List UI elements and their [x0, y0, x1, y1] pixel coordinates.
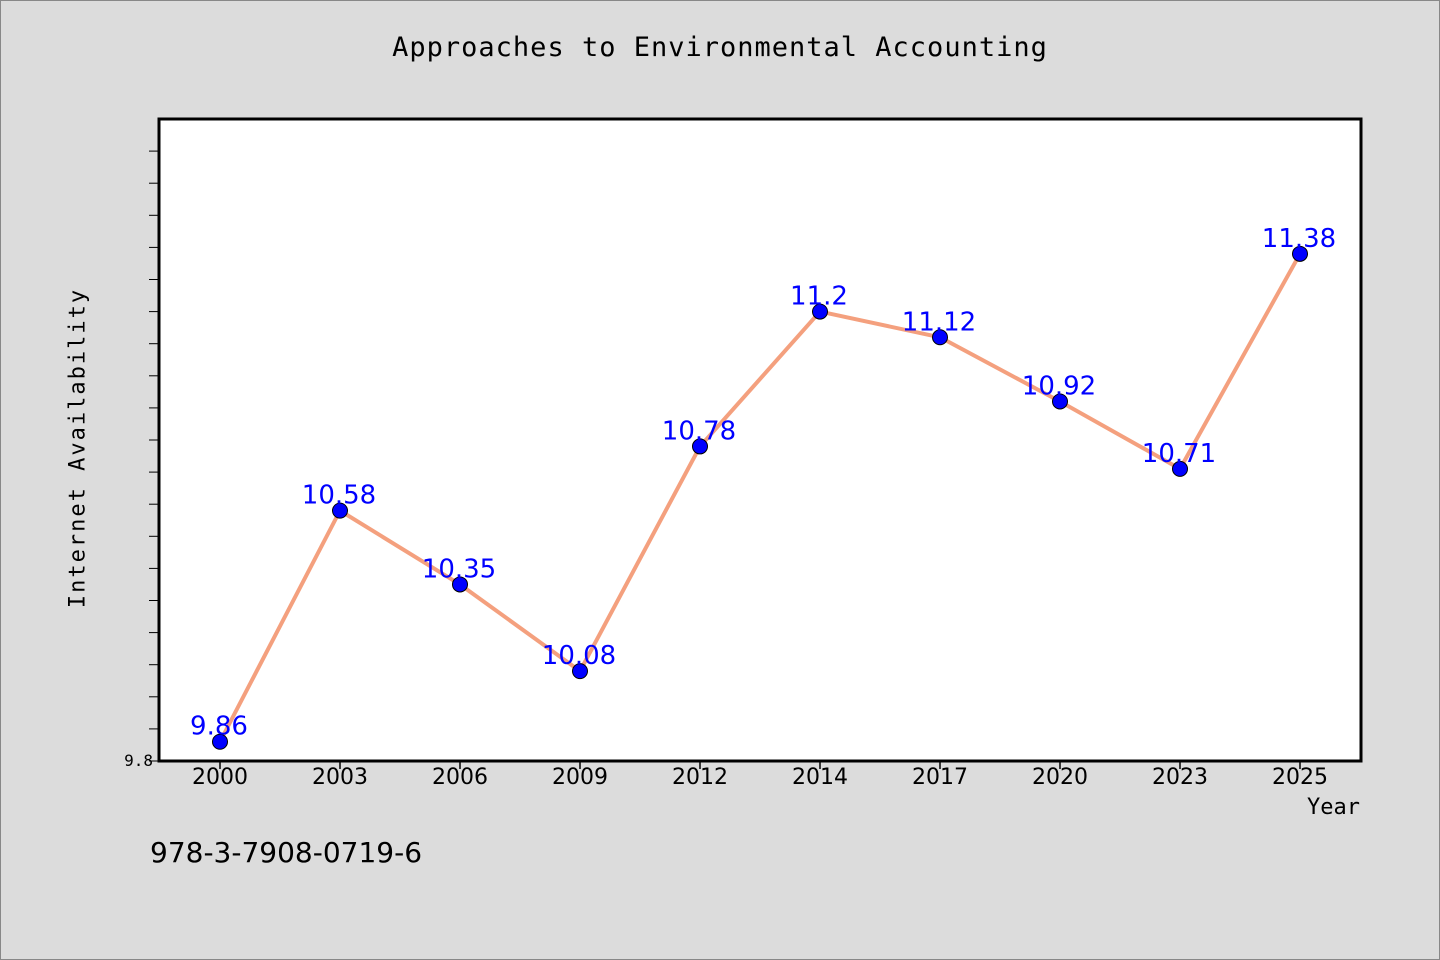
- data-point: [1052, 393, 1068, 410]
- series-line: [218, 251, 1302, 744]
- data-point: [1292, 245, 1308, 262]
- data-labels: 9.86 10.58 10.35 10.08 10.78 11.2 11.12 10.92 10…: [190, 224, 1336, 742]
- plot-area: [157, 117, 1363, 763]
- x-tick-label: 2012: [672, 765, 728, 790]
- data-label: 10.08: [542, 641, 616, 671]
- x-axis-label: Year: [1307, 795, 1360, 820]
- series-markers: [212, 245, 1308, 750]
- x-tick-label: 2017: [912, 765, 968, 790]
- data-label: 10.58: [302, 481, 376, 511]
- data-label: 11.2: [790, 282, 848, 312]
- x-tick-label: 2003: [312, 765, 368, 790]
- x-tick-label: 2023: [1152, 765, 1208, 790]
- x-tick-label: 2020: [1032, 765, 1088, 790]
- chart-title: Approaches to Environmental Accounting: [392, 32, 1048, 63]
- data-point: [572, 663, 588, 680]
- footer-identifier: 978-3-7908-0719-6: [150, 836, 423, 869]
- data-point: [932, 329, 948, 346]
- y-axis-ticks: 9.8: [124, 150, 159, 770]
- x-tick-label: 2000: [192, 765, 248, 790]
- data-label: 10.78: [662, 416, 736, 446]
- data-point: [452, 576, 468, 593]
- x-tick-label: 2009: [552, 765, 608, 790]
- x-tick-label: 2025: [1272, 765, 1328, 790]
- data-point: [332, 502, 348, 519]
- x-tick-label: 2006: [432, 765, 488, 790]
- data-point: [212, 733, 228, 750]
- data-label: 11.38: [1262, 224, 1336, 254]
- data-label: 11.12: [902, 307, 976, 337]
- data-point: [812, 303, 828, 320]
- data-point: [692, 438, 708, 455]
- data-label: 9.86: [190, 712, 248, 742]
- data-point: [1172, 460, 1188, 477]
- data-label: 10.92: [1022, 371, 1096, 401]
- x-tick-label: 2014: [792, 765, 848, 790]
- x-axis-ticks: 2000 2003 2006 2009 2012 2014 2017 2020 2023 2025: [192, 761, 1328, 790]
- data-label: 10.71: [1142, 439, 1216, 469]
- y-tick-label: 9.8: [124, 751, 153, 770]
- data-label: 10.35: [422, 554, 496, 584]
